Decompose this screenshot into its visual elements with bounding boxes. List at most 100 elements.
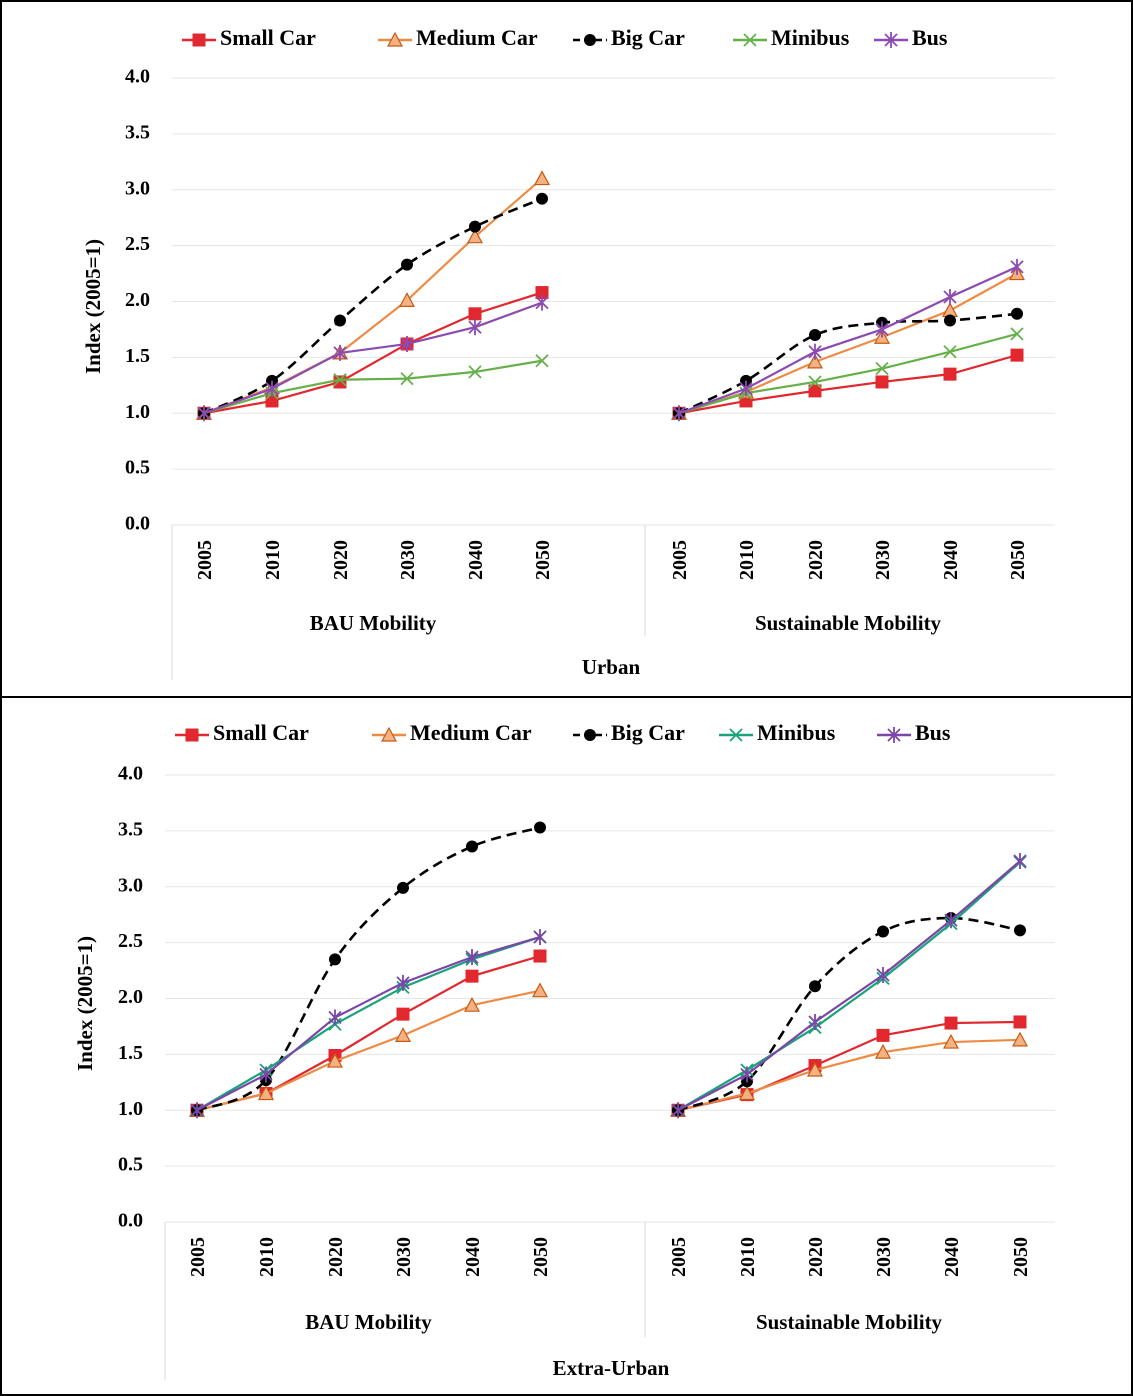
series-line-medium-car [196,989,541,1112]
data-point-bus [876,967,890,984]
series-medium-car [195,170,1026,420]
data-point-minibus [535,354,549,368]
x-tick-label: 2050 [1010,1237,1032,1277]
data-point-minibus [1010,327,1024,341]
legend-marker [884,32,898,48]
data-point-bus [1010,258,1024,275]
data-point-bus [943,289,957,306]
y-tick-label: 1.0 [125,401,150,423]
series-big-car [198,192,1023,420]
x-tick-label: 2010 [262,540,284,580]
data-point-small-car [396,1007,410,1021]
data-point-big-car [877,925,889,938]
legend-label: Big Car [611,25,685,50]
y-axis: 0.0 0.5 1.0 1.5 2.0 2.5 3.0 3.5 4.0 [118,763,1055,1232]
x-tick-label: 2010 [256,1237,278,1277]
data-point-bus [333,344,347,361]
data-point-small-car [943,367,957,381]
data-point-bus [259,1066,273,1083]
group-label-sustainable-mobility: Sustainable Mobility [755,611,942,635]
data-point-small-car [468,307,482,321]
data-point-small-car [808,384,822,398]
series-line-bus [678,265,1018,415]
x-tick-label: 2030 [393,1237,415,1277]
y-tick-label: 2.0 [118,986,143,1008]
legend-marker [192,33,206,47]
extra-urban-chart: 0.0 0.5 1.0 1.5 2.0 2.5 3.0 3.5 4.0 Index (2005=1… [73,720,1055,1380]
data-point-big-car [397,881,409,894]
data-point-small-car [875,375,889,389]
legend-marker [887,727,901,743]
outer-category-label: Extra-Urban [553,1356,670,1380]
x-tick-label: 2030 [397,540,419,580]
y-tick-label: 1.5 [125,345,150,367]
data-point-bus [533,929,547,946]
data-point-minibus [808,375,822,389]
series-line-minibus [196,935,541,1112]
data-point-big-car [809,329,821,342]
series-line-big-car [203,197,543,415]
data-point-big-car [1011,307,1023,320]
x-tick-label: 2005 [187,1237,209,1277]
y-axis: 0.0 0.5 1.0 1.5 2.0 2.5 3.0 3.5 4.0 [125,66,1055,535]
legend-marker [729,728,743,742]
legend-item-minibus: Minibus [719,720,836,745]
data-point-big-car [401,258,413,271]
x-tick-label: 2030 [873,1237,895,1277]
legend-item-big-car: Big Car [573,720,685,745]
x-tick-label: 2020 [330,540,352,580]
data-point-bus [875,321,889,338]
x-tick-label: 2050 [532,540,554,580]
series-line-bus [203,301,543,415]
data-point-minibus [400,371,414,386]
group-label-sustainable-mobility: Sustainable Mobility [756,1310,943,1334]
data-point-bus [197,405,211,422]
y-tick-label: 3.5 [125,121,150,143]
data-point-bus [1013,853,1027,870]
y-axis-title: Index (2005=1) [81,239,105,374]
series-line-small-car [196,954,541,1112]
series-line-minibus [203,359,543,415]
data-point-bus [396,974,410,991]
x-tick-label: 2005 [194,540,216,580]
data-point-bus [400,335,414,352]
data-point-small-car [876,1028,890,1042]
legend-item-bus: Bus [874,25,948,50]
legend-item-medium-car: Medium Car [378,25,538,50]
y-tick-label: 4.0 [125,66,150,88]
legend-marker [380,726,398,742]
x-tick-label: 2020 [325,1237,347,1277]
series-line-bus [196,935,541,1112]
series-bus [190,853,1027,1119]
y-tick-label: 4.0 [118,763,143,785]
series-bus [197,258,1024,422]
y-axis-title: Index (2005=1) [73,936,97,1071]
data-point-minibus [875,361,889,376]
series-minibus [197,327,1024,420]
y-tick-label: 3.0 [118,874,143,896]
data-point-big-car [944,314,956,327]
data-point-big-car [1014,924,1026,937]
data-point-bus [190,1102,204,1119]
data-point-bus [739,380,753,397]
series-big-car [191,821,1026,1117]
data-point-bus [468,319,482,336]
data-point-small-car [1010,348,1024,362]
x-tick-label: 2040 [940,540,962,580]
series-line-bus [677,860,1021,1112]
data-point-medium-car [466,228,484,244]
series-line-medium-car [678,272,1018,415]
data-point-big-car [536,192,548,205]
data-point-medium-car [531,982,549,998]
data-point-big-car [329,953,341,966]
data-point-medium-car [806,1061,824,1077]
data-point-small-car [465,969,479,983]
legend: Small Car Medium Car Big Car Minibus Bus [175,720,951,745]
legend-item-big-car: Big Car [573,25,685,50]
data-point-medium-car [941,302,959,318]
legend-label: Minibus [771,25,850,50]
x-tick-label: 2030 [872,540,894,580]
data-point-bus [328,1009,342,1026]
y-tick-label: 0.0 [118,1210,143,1232]
